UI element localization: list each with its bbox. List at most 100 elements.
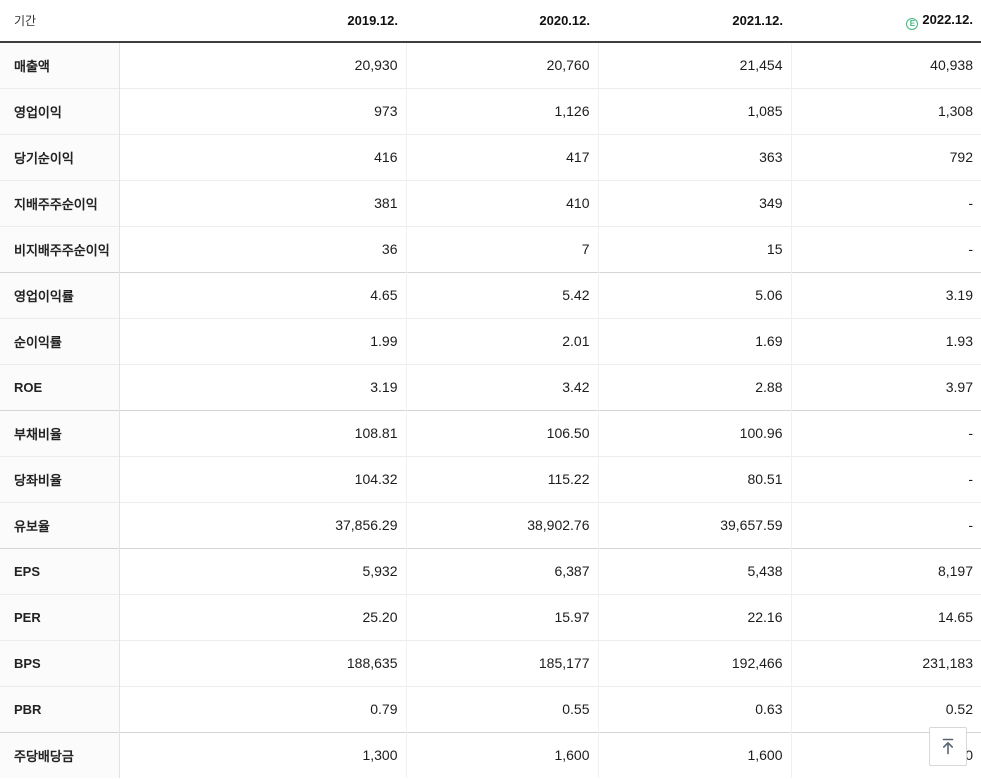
metric-value: 0.55: [406, 685, 599, 732]
table-row: 유보율 37,856.29 38,902.76 39,657.59 -: [0, 501, 981, 548]
metric-value: 188,635: [119, 639, 407, 686]
metric-value: 104.32: [119, 455, 407, 502]
metric-value: 349: [598, 179, 792, 226]
metric-value: 792: [791, 133, 981, 180]
metric-label: PER: [0, 593, 120, 640]
metric-value: 1.99: [119, 317, 407, 364]
metric-value: 1,308: [791, 87, 981, 134]
metric-value: -: [791, 179, 981, 226]
metric-value: 1.69: [598, 317, 792, 364]
metric-value: 0.52: [791, 685, 981, 732]
metric-value: 381: [119, 179, 407, 226]
metric-value: 1,600: [406, 731, 599, 778]
metric-value: 192,466: [598, 639, 792, 686]
table-row: PER 25.20 15.97 22.16 14.65: [0, 593, 981, 640]
financial-table-body: 매출액 20,930 20,760 21,454 40,938 영업이익 973…: [0, 42, 981, 778]
metric-value: 3.97: [791, 363, 981, 410]
metric-label: 당좌비율: [0, 455, 120, 502]
table-row: 비지배주주순이익 36 7 15 -: [0, 225, 981, 272]
table-row: 당좌비율 104.32 115.22 80.51 -: [0, 455, 981, 502]
metric-value: 25.20: [119, 593, 407, 640]
metric-label: 지배주주순이익: [0, 179, 120, 226]
metric-label: 영업이익률: [0, 271, 120, 318]
table-row: PBR 0.79 0.55 0.63 0.52: [0, 685, 981, 732]
metric-value: -: [791, 501, 981, 548]
metric-value: 8,197: [791, 547, 981, 594]
table-row: 매출액 20,930 20,760 21,454 40,938: [0, 42, 981, 88]
year-column-header: 2020.12.: [406, 0, 598, 43]
metric-label: 순이익률: [0, 317, 120, 364]
metric-label: 매출액: [0, 42, 120, 88]
metric-value: 80.51: [598, 455, 792, 502]
metric-value: 973: [119, 87, 407, 134]
year-column-header: 2019.12.: [119, 0, 406, 43]
metric-value: 20,760: [406, 42, 599, 88]
header-row: 기간 2019.12. 2020.12. 2021.12. E 2022.12.: [0, 0, 981, 43]
metric-value: 416: [119, 133, 407, 180]
year-column-header: E 2022.12.: [791, 0, 981, 43]
year-column-header: 2021.12.: [598, 0, 791, 43]
table-row: 지배주주순이익 381 410 349 -: [0, 179, 981, 226]
scroll-to-top-icon: [940, 737, 956, 756]
metric-label: 주당배당금: [0, 731, 120, 778]
metric-value: -: [791, 409, 981, 456]
scroll-to-top-button[interactable]: [929, 727, 967, 766]
table-row: 당기순이익 416 417 363 792: [0, 133, 981, 180]
metric-value: 100.96: [598, 409, 792, 456]
metric-value: 2.88: [598, 363, 792, 410]
metric-value: 108.81: [119, 409, 407, 456]
metric-label: 유보율: [0, 501, 120, 548]
metric-value: 40,938: [930, 57, 973, 74]
metric-value: 1,600: [598, 731, 792, 778]
metric-value: 2.01: [406, 317, 599, 364]
metric-value: 15: [598, 225, 792, 272]
metric-value: 231,183: [791, 639, 981, 686]
table-row: ROE 3.19 3.42 2.88 3.97: [0, 363, 981, 410]
table-row: 순이익률 1.99 2.01 1.69 1.93: [0, 317, 981, 364]
metric-value: 4.65: [119, 271, 407, 318]
metric-value: 5,438: [598, 547, 792, 594]
metric-value: 7: [406, 225, 599, 272]
metric-label: 영업이익: [0, 87, 120, 134]
metric-value: 410: [406, 179, 599, 226]
metric-value: 1,126: [406, 87, 599, 134]
metric-value: 36: [119, 225, 407, 272]
table-row: 영업이익 973 1,126 1,085 1,308: [0, 87, 981, 134]
table-row: 부채비율 108.81 106.50 100.96 -: [0, 409, 981, 456]
metric-value: 20,930: [119, 42, 407, 88]
metric-value: 1.93: [791, 317, 981, 364]
metric-value: 39,657.59: [598, 501, 792, 548]
metric-value: 21,454: [598, 42, 792, 88]
metric-value: 363: [598, 133, 792, 180]
metric-value: 1,300: [119, 731, 407, 778]
period-column-header: 기간: [0, 0, 119, 43]
metric-value: 5.42: [406, 271, 599, 318]
metric-label: EPS: [0, 547, 120, 594]
metric-value: 5,932: [119, 547, 407, 594]
table-row: 영업이익률 4.65 5.42 5.06 3.19: [0, 271, 981, 318]
estimate-icon: E: [906, 17, 919, 30]
table-row: 주당배당금 1,300 1,600 1,600 0: [0, 731, 981, 778]
table-row: BPS 188,635 185,177 192,466 231,183: [0, 639, 981, 686]
metric-label: PBR: [0, 685, 120, 732]
metric-value: 6,387: [406, 547, 599, 594]
metric-value: 37,856.29: [119, 501, 407, 548]
metric-value: 14.65: [791, 593, 981, 640]
metric-value: 3.19: [791, 271, 981, 318]
metric-label: BPS: [0, 639, 120, 686]
metric-label: ROE: [0, 363, 120, 410]
metric-value: 15.97: [406, 593, 599, 640]
metric-value: 417: [406, 133, 599, 180]
metric-value: 1,085: [598, 87, 792, 134]
table-header: 기간 2019.12. 2020.12. 2021.12. E 2022.12.: [0, 0, 981, 43]
metric-value: 115.22: [406, 455, 599, 502]
metric-label: 부채비율: [0, 409, 120, 456]
table-row: EPS 5,932 6,387 5,438 8,197: [0, 547, 981, 594]
metric-value: 22.16: [598, 593, 792, 640]
metric-value: 185,177: [406, 639, 599, 686]
metric-value: 106.50: [406, 409, 599, 456]
metric-value: 0.63: [598, 685, 792, 732]
metric-value: 3.19: [119, 363, 407, 410]
metric-value: 5.06: [598, 271, 792, 318]
metric-value: 38,902.76: [406, 501, 599, 548]
